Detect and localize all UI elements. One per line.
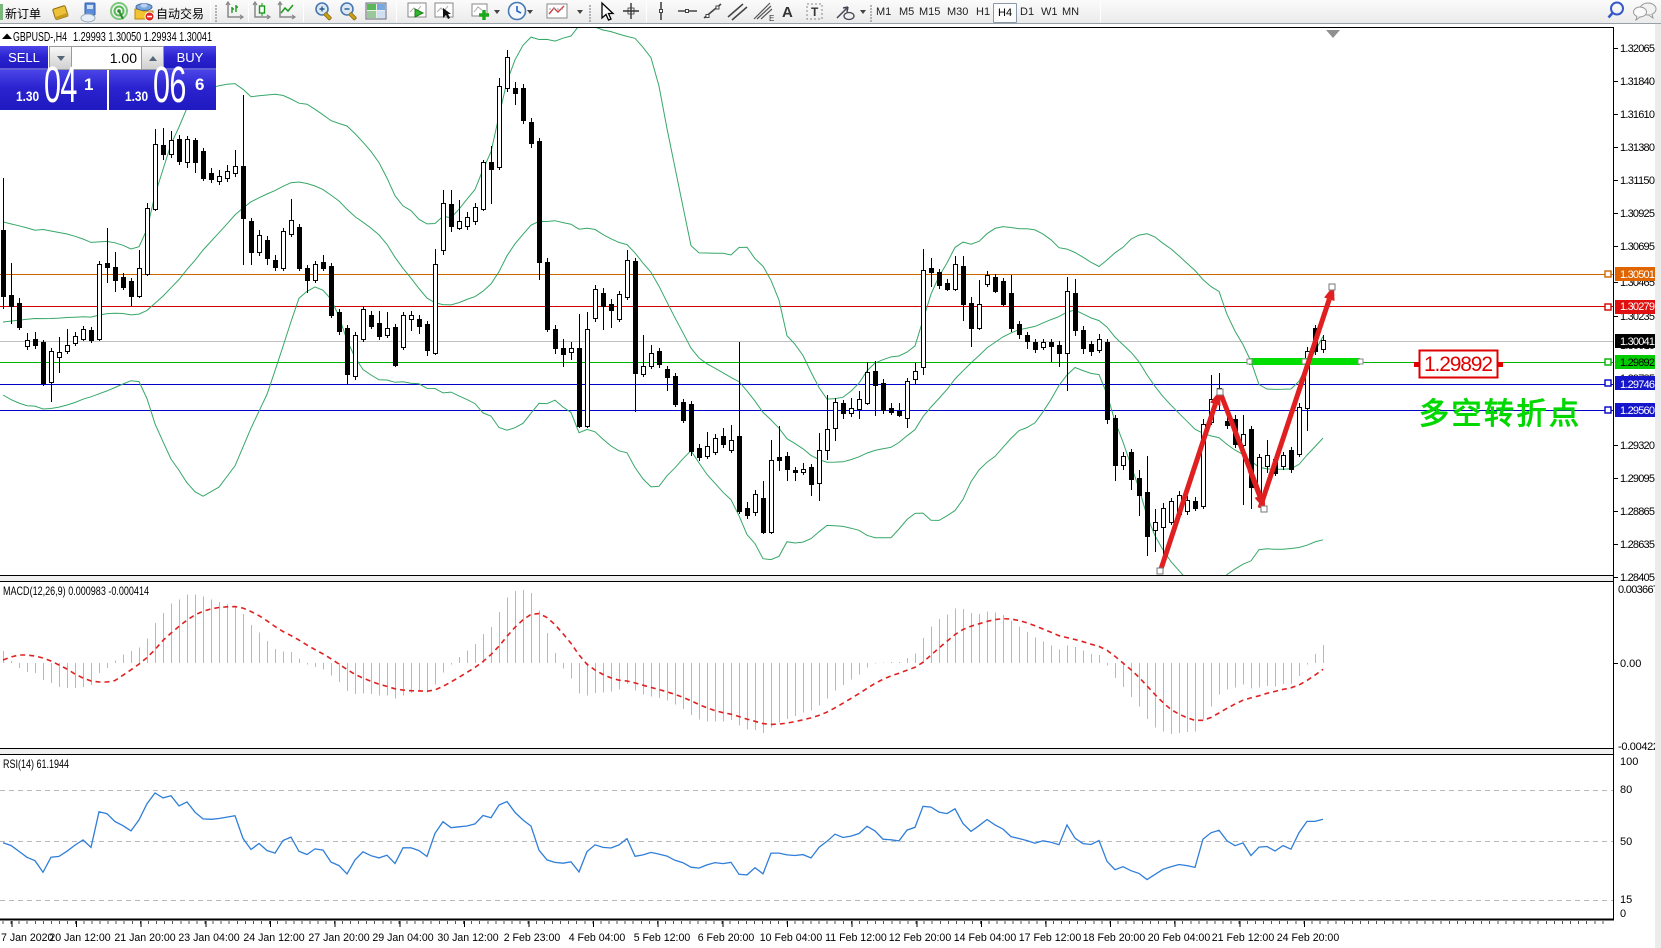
svg-text:-0.00422: -0.00422	[1618, 741, 1659, 753]
svg-text:100: 100	[1620, 756, 1638, 768]
svg-text:T: T	[811, 5, 819, 19]
svg-text:1.30925: 1.30925	[1620, 208, 1655, 220]
svg-text:1.29993 1.30050 1.29934 1.3004: 1.29993 1.30050 1.29934 1.30041	[73, 30, 212, 44]
svg-text:1.31150: 1.31150	[1620, 175, 1655, 187]
svg-text:1.32065: 1.32065	[1620, 43, 1655, 55]
svg-text:1.28635: 1.28635	[1620, 539, 1655, 551]
svg-text:1.29560: 1.29560	[1620, 405, 1655, 417]
svg-text:2 Feb 23:00: 2 Feb 23:00	[504, 932, 561, 944]
svg-text:1.29746: 1.29746	[1620, 379, 1655, 391]
svg-text:1.30501: 1.30501	[1620, 269, 1655, 281]
svg-text:0: 0	[1620, 908, 1626, 920]
svg-text:1.28405: 1.28405	[1620, 572, 1655, 584]
svg-text:E: E	[769, 14, 774, 23]
svg-text:20 Feb 04:00: 20 Feb 04:00	[1148, 932, 1211, 944]
svg-text:0.00: 0.00	[1620, 658, 1641, 670]
svg-text:30 Jan 12:00: 30 Jan 12:00	[437, 932, 498, 944]
svg-text:23 Jan 04:00: 23 Jan 04:00	[178, 932, 239, 944]
svg-text:10 Feb 04:00: 10 Feb 04:00	[760, 932, 823, 944]
svg-text:18 Feb 20:00: 18 Feb 20:00	[1083, 932, 1146, 944]
svg-text:GBPUSD-,H4: GBPUSD-,H4	[13, 30, 67, 44]
svg-text:27 Jan 20:00: 27 Jan 20:00	[308, 932, 369, 944]
svg-text:21 Jan 20:00: 21 Jan 20:00	[114, 932, 175, 944]
svg-text:11 Feb 12:00: 11 Feb 12:00	[825, 932, 887, 944]
svg-text:29 Jan 04:00: 29 Jan 04:00	[372, 932, 433, 944]
svg-text:1.31610: 1.31610	[1620, 109, 1655, 121]
svg-text:6 Feb 20:00: 6 Feb 20:00	[698, 932, 755, 944]
svg-text:多空转折点: 多空转折点	[1419, 398, 1582, 431]
svg-text:RSI(14) 61.1944: RSI(14) 61.1944	[3, 757, 69, 771]
svg-text:1.29892: 1.29892	[1620, 357, 1655, 369]
svg-text:1.31380: 1.31380	[1620, 142, 1655, 154]
svg-text:4 Feb 04:00: 4 Feb 04:00	[569, 932, 626, 944]
svg-text:1.31840: 1.31840	[1620, 76, 1655, 88]
svg-text:5 Feb 12:00: 5 Feb 12:00	[634, 932, 691, 944]
svg-text:1.30041: 1.30041	[1620, 336, 1655, 348]
svg-text:24 Jan 12:00: 24 Jan 12:00	[243, 932, 304, 944]
svg-text:1.28865: 1.28865	[1620, 506, 1655, 518]
svg-text:1.29320: 1.29320	[1620, 440, 1655, 452]
svg-text:MACD(12,26,9) 0.000983 -0.0004: MACD(12,26,9) 0.000983 -0.000414	[3, 584, 149, 598]
svg-text:1.30279: 1.30279	[1620, 301, 1655, 313]
svg-text:80: 80	[1620, 784, 1632, 796]
svg-text:20 Jan 12:00: 20 Jan 12:00	[49, 932, 110, 944]
svg-text:7 Jan 2020: 7 Jan 2020	[1, 932, 54, 944]
svg-text:1.29095: 1.29095	[1620, 473, 1655, 485]
svg-text:12 Feb 20:00: 12 Feb 20:00	[889, 932, 952, 944]
svg-text:0.003667: 0.003667	[1618, 584, 1659, 596]
svg-text:17 Feb 12:00: 17 Feb 12:00	[1019, 932, 1082, 944]
svg-text:50: 50	[1620, 836, 1632, 848]
svg-text:21 Feb 12:00: 21 Feb 12:00	[1212, 932, 1275, 944]
svg-text:1.30695: 1.30695	[1620, 241, 1655, 253]
svg-text:A: A	[782, 4, 793, 21]
svg-text:15: 15	[1620, 894, 1632, 906]
svg-text:1.29892: 1.29892	[1424, 353, 1493, 376]
svg-text:24 Feb 20:00: 24 Feb 20:00	[1277, 932, 1340, 944]
svg-text:14 Feb 04:00: 14 Feb 04:00	[954, 932, 1017, 944]
